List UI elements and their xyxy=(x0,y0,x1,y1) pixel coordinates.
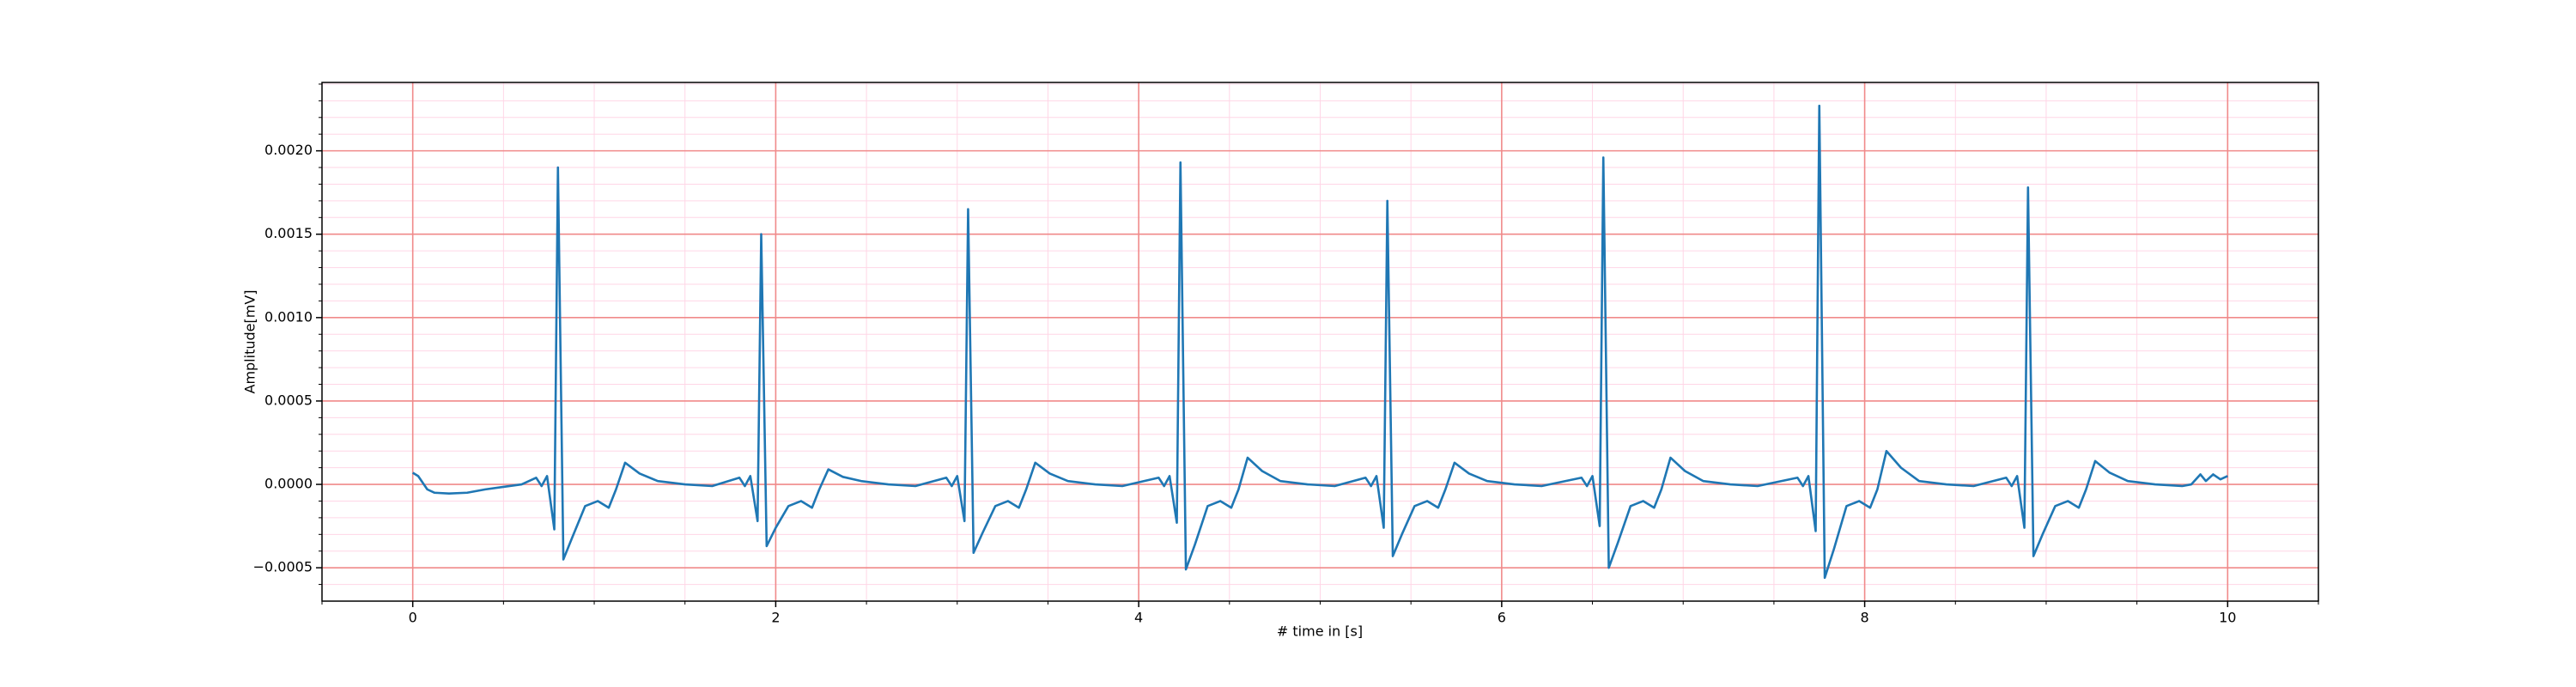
x-tick-label: 8 xyxy=(1860,610,1868,626)
y-tick-label: 0.0015 xyxy=(264,225,313,241)
x-tick-label: 10 xyxy=(2219,610,2236,626)
ecg-line xyxy=(412,104,2228,580)
x-tick-label: 2 xyxy=(771,610,780,626)
y-tick-label: 0.0020 xyxy=(264,142,313,158)
x-tick-label: 6 xyxy=(1498,610,1506,626)
y-axis-label: Amplitude[mV] xyxy=(242,289,258,393)
y-tick-label: 0.0005 xyxy=(264,392,313,408)
x-axis-label: # time in [s] xyxy=(1277,623,1363,640)
grid xyxy=(321,82,2319,601)
y-tick-label: 0.0000 xyxy=(264,476,313,492)
x-tick-label: 0 xyxy=(409,610,417,626)
axes-frame xyxy=(321,82,2319,602)
x-tick-label: 4 xyxy=(1134,610,1143,626)
axes: 0 2 4 6 8 10 −0.0005 0.0000 0.0005 0.0010 0.0015 0.… xyxy=(253,82,2319,626)
y-tick-label: 0.0010 xyxy=(264,308,313,325)
plot xyxy=(412,104,2228,580)
y-tick-label: −0.0005 xyxy=(253,559,313,575)
